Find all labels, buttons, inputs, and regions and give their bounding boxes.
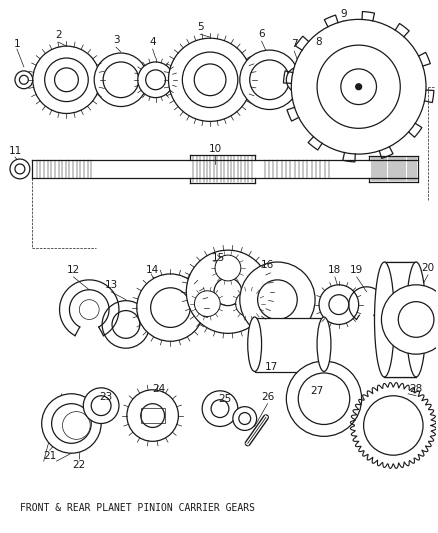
Ellipse shape bbox=[248, 317, 261, 372]
Circle shape bbox=[286, 67, 312, 93]
Text: 23: 23 bbox=[99, 392, 113, 402]
Circle shape bbox=[91, 396, 111, 416]
Circle shape bbox=[364, 396, 423, 455]
Text: 11: 11 bbox=[8, 146, 21, 156]
Circle shape bbox=[329, 295, 349, 314]
Text: 18: 18 bbox=[328, 265, 342, 275]
Bar bbox=[313, 66, 335, 94]
Circle shape bbox=[94, 53, 148, 107]
Text: 25: 25 bbox=[218, 394, 232, 403]
Circle shape bbox=[239, 413, 251, 424]
Text: 26: 26 bbox=[261, 392, 274, 402]
Text: 17: 17 bbox=[265, 362, 278, 372]
Circle shape bbox=[215, 255, 241, 281]
Circle shape bbox=[258, 280, 297, 319]
Text: 13: 13 bbox=[104, 280, 118, 290]
Circle shape bbox=[10, 159, 30, 179]
Circle shape bbox=[298, 373, 350, 424]
Text: 16: 16 bbox=[261, 260, 274, 270]
Circle shape bbox=[236, 291, 261, 317]
Text: 10: 10 bbox=[208, 144, 222, 154]
Circle shape bbox=[79, 300, 99, 319]
Circle shape bbox=[19, 75, 28, 84]
Text: 2: 2 bbox=[55, 30, 62, 40]
Circle shape bbox=[292, 73, 306, 87]
Circle shape bbox=[151, 288, 190, 327]
Circle shape bbox=[182, 52, 238, 108]
Circle shape bbox=[381, 285, 438, 354]
Circle shape bbox=[194, 291, 220, 317]
Bar bbox=[141, 408, 165, 424]
Text: 5: 5 bbox=[197, 22, 204, 33]
Circle shape bbox=[202, 391, 238, 426]
Circle shape bbox=[52, 403, 91, 443]
Text: 22: 22 bbox=[73, 460, 86, 470]
Bar bbox=[385, 262, 416, 377]
Text: 24: 24 bbox=[152, 384, 165, 394]
Circle shape bbox=[15, 164, 25, 174]
Circle shape bbox=[45, 58, 88, 102]
Text: 15: 15 bbox=[212, 253, 225, 263]
Text: FRONT & REAR PLANET PINION CARRIER GEARS: FRONT & REAR PLANET PINION CARRIER GEARS bbox=[20, 503, 255, 513]
Text: 3: 3 bbox=[113, 35, 119, 45]
Circle shape bbox=[186, 250, 269, 333]
Text: 19: 19 bbox=[350, 265, 363, 275]
Circle shape bbox=[138, 62, 173, 98]
Circle shape bbox=[356, 84, 362, 90]
Text: 6: 6 bbox=[258, 29, 265, 39]
Circle shape bbox=[83, 388, 119, 424]
Circle shape bbox=[103, 62, 139, 98]
Circle shape bbox=[63, 411, 90, 439]
Circle shape bbox=[286, 361, 362, 437]
Circle shape bbox=[233, 407, 257, 431]
Circle shape bbox=[214, 278, 242, 305]
Circle shape bbox=[137, 274, 204, 341]
Circle shape bbox=[169, 38, 252, 122]
Circle shape bbox=[33, 46, 100, 114]
Circle shape bbox=[319, 285, 359, 325]
Ellipse shape bbox=[317, 317, 331, 372]
Circle shape bbox=[341, 69, 377, 104]
Text: 12: 12 bbox=[67, 265, 80, 275]
Ellipse shape bbox=[374, 262, 394, 377]
Circle shape bbox=[15, 71, 33, 88]
Circle shape bbox=[42, 394, 101, 453]
Circle shape bbox=[211, 400, 229, 417]
Circle shape bbox=[127, 390, 178, 441]
Text: 8: 8 bbox=[316, 37, 322, 47]
Ellipse shape bbox=[406, 262, 426, 377]
Text: 27: 27 bbox=[311, 386, 324, 396]
Circle shape bbox=[398, 302, 434, 337]
Circle shape bbox=[55, 68, 78, 92]
Text: 28: 28 bbox=[410, 384, 423, 394]
Text: 7: 7 bbox=[291, 39, 297, 49]
Circle shape bbox=[141, 403, 165, 427]
Circle shape bbox=[240, 262, 315, 337]
Text: 4: 4 bbox=[149, 37, 156, 47]
Text: 21: 21 bbox=[43, 451, 56, 461]
Circle shape bbox=[240, 50, 299, 109]
Circle shape bbox=[112, 311, 140, 338]
Circle shape bbox=[194, 64, 226, 95]
Text: 1: 1 bbox=[14, 39, 20, 49]
Circle shape bbox=[317, 45, 400, 128]
Text: 14: 14 bbox=[146, 265, 159, 275]
Circle shape bbox=[291, 19, 426, 154]
Text: 20: 20 bbox=[421, 263, 434, 273]
Circle shape bbox=[102, 301, 150, 348]
Text: 9: 9 bbox=[340, 10, 347, 19]
Bar bbox=[254, 318, 324, 372]
Circle shape bbox=[146, 70, 166, 90]
Circle shape bbox=[250, 60, 290, 100]
